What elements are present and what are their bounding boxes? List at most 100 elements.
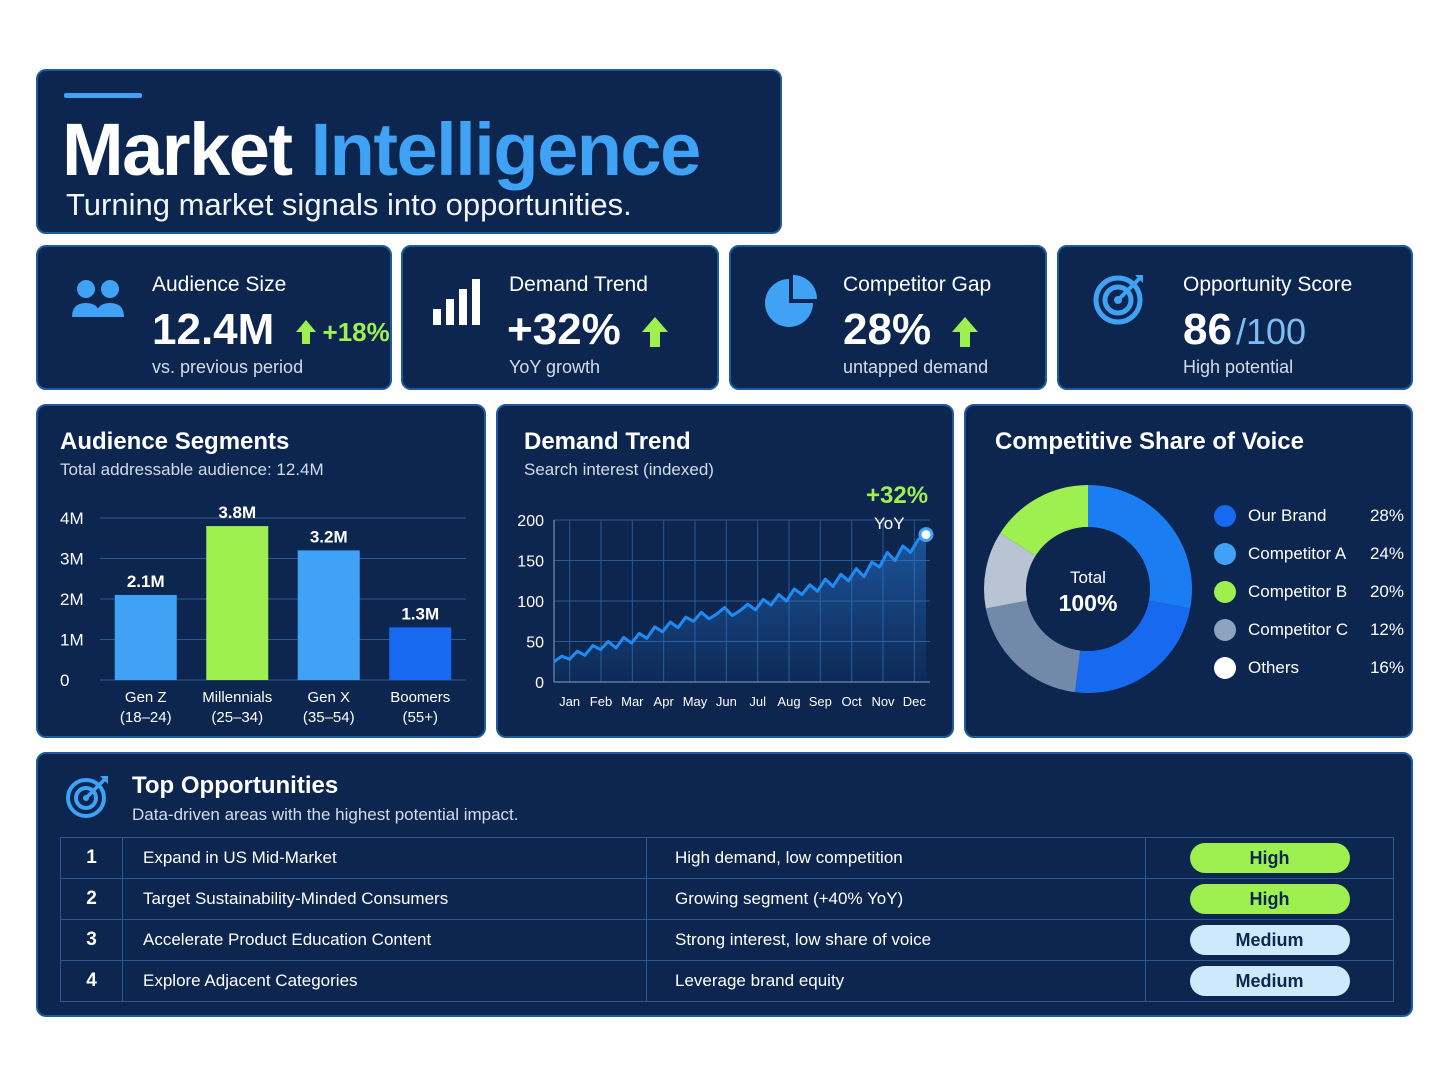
x-tick-label: Aug — [777, 694, 800, 709]
legend-item: Competitor B 20% — [1214, 580, 1404, 618]
priority-badge: Medium — [1189, 925, 1350, 955]
legend-item: Our Brand 28% — [1214, 504, 1404, 542]
y-tick-label: 200 — [517, 513, 544, 530]
legend-value: 20% — [1369, 582, 1404, 601]
table-row[interactable]: 4 Explore Adjacent Categories Leverage bra… — [60, 960, 1394, 1002]
legend-swatch — [1214, 543, 1236, 565]
legend-swatch — [1214, 581, 1236, 603]
legend-label: Others — [1248, 658, 1300, 677]
demand-line-chart: 0 50 100 150 200 Jan Feb Mar Apr May Jun Jul Aug Sep O… — [517, 513, 934, 709]
kpi-value: 86/100 — [1183, 305, 1306, 355]
row-rationale: Strong interest, low share of voice — [646, 919, 1146, 961]
priority-badge: Medium — [1189, 966, 1350, 996]
row-priority-cell: High — [1145, 878, 1394, 920]
title-part-1: Market — [62, 108, 293, 191]
kpi-card-competitor-gap[interactable]: Competitor Gap 28% untapped demand — [729, 245, 1047, 390]
row-opportunity: Target Sustainability-Minded Consumers — [122, 878, 647, 920]
panel-title: Audience Segments — [60, 428, 290, 455]
share-legend: Our Brand 28% Competitor A 24% Competitor B 2… — [1214, 504, 1404, 694]
donut-center-value: 100% — [1058, 590, 1118, 616]
series-line — [553, 533, 927, 664]
signal-bars-icon — [433, 279, 480, 325]
row-rationale: Growing segment (+40% YoY) — [646, 878, 1146, 920]
legend-value: 16% — [1369, 658, 1404, 677]
kpi-label: Competitor Gap — [843, 273, 992, 296]
share-donut-chart — [984, 485, 1192, 693]
kpi-sub: YoY growth — [509, 357, 601, 377]
y-tick-label: 100 — [517, 594, 544, 611]
table-row[interactable]: 1 Expand in US Mid-Market High demand, low… — [60, 837, 1394, 879]
kpi-label: Audience Size — [152, 273, 287, 296]
row-priority-cell: High — [1145, 837, 1394, 879]
donut-slice — [1000, 485, 1088, 556]
legend-label: Competitor A — [1248, 544, 1347, 563]
bar — [389, 627, 452, 680]
x-tick-label: Mar — [621, 694, 644, 709]
priority-badge: High — [1189, 884, 1350, 914]
row-rank: 2 — [60, 878, 123, 920]
y-tick-label: 0 — [535, 675, 544, 692]
end-point-marker — [918, 527, 934, 543]
row-opportunity: Accelerate Product Education Content — [122, 919, 647, 961]
panel-subtitle: Search interest (indexed) — [524, 460, 714, 479]
row-opportunity: Expand in US Mid-Market — [122, 837, 647, 879]
legend-swatch — [1214, 505, 1236, 527]
kpi-value-text: +32% — [507, 305, 621, 354]
y-tick-label: 2M — [60, 590, 84, 609]
x-tick-label: (35–54) — [303, 709, 355, 726]
row-priority-cell: Medium — [1145, 960, 1394, 1002]
demand-trend-panel: Demand Trend Search interest (indexed) 0… — [496, 404, 954, 738]
x-tick-label: Jul — [749, 694, 766, 709]
y-tick-label: 3M — [60, 550, 84, 569]
legend-value: 24% — [1369, 544, 1404, 563]
x-tick-label: Gen X — [307, 689, 350, 706]
kpi-card-audience-size[interactable]: Audience Size 12.4M +18% vs. previous pe… — [36, 245, 392, 390]
legend-swatch — [1214, 619, 1236, 641]
kpi-card-opportunity-score[interactable]: Opportunity Score 86/100 High potential — [1057, 245, 1413, 390]
x-tick-label: Dec — [903, 694, 927, 709]
trend-callout-value: +32% — [866, 482, 929, 509]
row-rationale: High demand, low competition — [646, 837, 1146, 879]
table-row[interactable]: 2 Target Sustainability-Minded Consumers G… — [60, 878, 1394, 920]
audience-segments-panel: Audience Segments Total addressable audi… — [36, 404, 486, 738]
x-tick-label: Boomers — [390, 689, 450, 706]
top-opportunities-panel: Top Opportunities Data-driven areas with… — [36, 752, 1413, 1017]
x-tick-label: Sep — [809, 694, 832, 709]
kpi-card-demand-trend[interactable]: Demand Trend +32% YoY growth — [401, 245, 719, 390]
kpi-value-suffix: /100 — [1235, 311, 1307, 352]
y-tick-label: 1M — [60, 631, 84, 650]
legend-item: Competitor A 24% — [1214, 542, 1404, 580]
x-tick-label: May — [683, 694, 708, 709]
header-banner: Market Intelligence Turning market signa… — [36, 69, 782, 234]
kpi-sub: vs. previous period — [152, 357, 304, 377]
y-tick-label: 150 — [517, 554, 544, 571]
series-area — [554, 534, 926, 682]
arrow-up-icon — [295, 320, 316, 345]
donut-slice — [984, 533, 1036, 609]
opportunities-table: 1 Expand in US Mid-Market High demand, low… — [60, 837, 1394, 1002]
donut-slice — [1074, 600, 1191, 693]
legend-item: Competitor C 12% — [1214, 618, 1404, 656]
y-tick-label: 0 — [60, 671, 69, 690]
target-icon — [1093, 275, 1143, 325]
kpi-value: 12.4M +18% — [152, 305, 390, 355]
bar — [114, 594, 177, 680]
arrow-up-icon — [642, 317, 668, 348]
bar — [206, 526, 269, 680]
page-title: Market Intelligence — [62, 107, 701, 192]
x-tick-label: Jun — [716, 694, 737, 709]
kpi-value-text: 12.4M — [152, 305, 275, 354]
table-row[interactable]: 3 Accelerate Product Education Content Str… — [60, 919, 1394, 961]
bar-value-label: 2.1M — [127, 572, 165, 591]
row-rationale: Leverage brand equity — [646, 960, 1146, 1002]
x-tick-label: (55+) — [403, 709, 438, 726]
x-tick-label: Feb — [590, 694, 612, 709]
panel-title: Competitive Share of Voice — [995, 428, 1304, 455]
legend-swatch — [1214, 657, 1236, 679]
donut-slice — [1088, 485, 1192, 609]
kpi-label: Demand Trend — [509, 273, 648, 296]
trend-callout-label: YoY — [874, 514, 905, 533]
panel-title: Demand Trend — [524, 428, 691, 455]
y-tick-label: 50 — [526, 635, 544, 652]
x-tick-label: Jan — [559, 694, 580, 709]
